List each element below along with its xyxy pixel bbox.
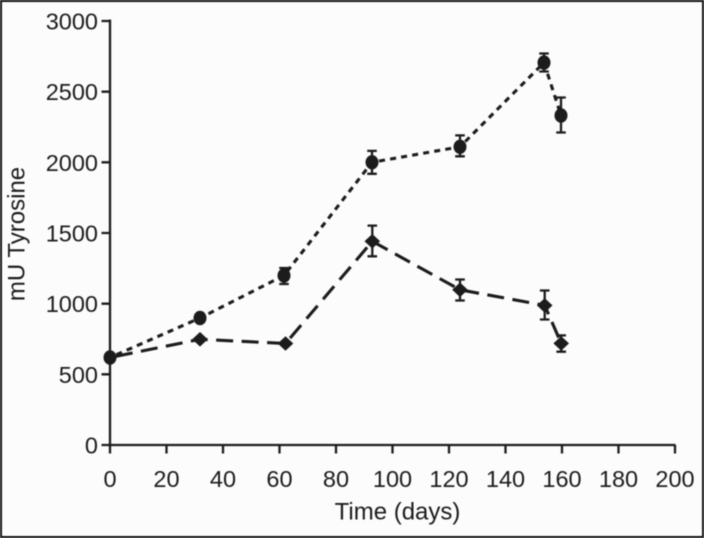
svg-text:2500: 2500 xyxy=(46,79,98,105)
svg-text:3000: 3000 xyxy=(46,9,98,35)
svg-text:20: 20 xyxy=(153,466,179,492)
svg-text:180: 180 xyxy=(599,466,638,492)
svg-text:0: 0 xyxy=(103,466,116,492)
svg-text:200: 200 xyxy=(655,466,694,492)
svg-text:2000: 2000 xyxy=(46,150,98,176)
svg-text:1000: 1000 xyxy=(46,291,98,317)
svg-text:160: 160 xyxy=(542,466,581,492)
svg-text:120: 120 xyxy=(429,466,468,492)
svg-text:500: 500 xyxy=(59,362,98,388)
svg-text:80: 80 xyxy=(323,466,349,492)
svg-text:100: 100 xyxy=(373,466,412,492)
svg-text:1500: 1500 xyxy=(46,221,98,247)
svg-text:140: 140 xyxy=(486,466,525,492)
svg-text:0: 0 xyxy=(85,433,98,459)
svg-text:Time (days): Time (days) xyxy=(335,499,461,526)
svg-text:mU Tyrosine: mU Tyrosine xyxy=(4,167,31,301)
svg-text:60: 60 xyxy=(266,466,292,492)
svg-text:40: 40 xyxy=(210,466,236,492)
